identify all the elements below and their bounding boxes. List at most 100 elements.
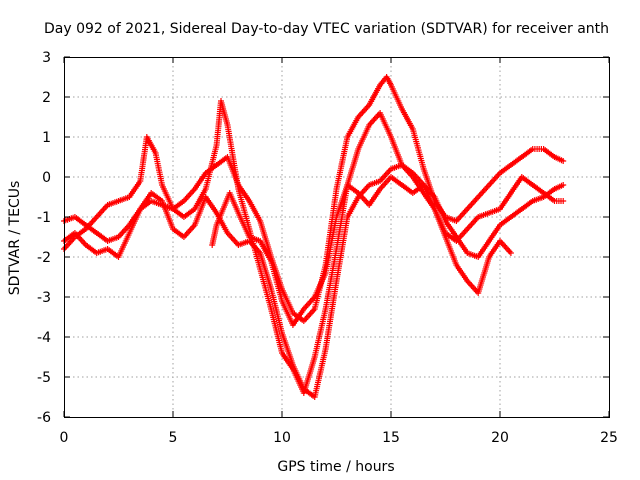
data-point (510, 164, 512, 166)
data-point (313, 308, 316, 310)
data-point (95, 232, 98, 234)
data-point (228, 192, 231, 194)
data-point (466, 208, 469, 210)
data-point (194, 208, 196, 210)
data-point (521, 176, 523, 178)
data-point (335, 248, 338, 250)
plot-frame (64, 57, 610, 418)
data-point (128, 224, 131, 226)
data-point (204, 196, 207, 198)
data-point (335, 280, 338, 282)
y-tick-label: 1 (42, 130, 51, 146)
data-point (379, 84, 381, 86)
y-tick-label: -4 (37, 330, 51, 346)
data-point (259, 252, 262, 254)
data-point (422, 192, 425, 194)
data-point (117, 200, 120, 202)
plot-points (61, 74, 567, 400)
data-point (477, 256, 480, 258)
data-point (335, 188, 338, 190)
data-point (106, 248, 109, 250)
data-point (562, 160, 565, 162)
data-point (477, 216, 480, 218)
data-point (150, 200, 152, 202)
data-point (390, 176, 392, 178)
data-point (433, 208, 436, 210)
data-point (220, 100, 222, 102)
data-point (412, 128, 414, 130)
data-point (303, 308, 305, 310)
data-point (466, 228, 469, 230)
data-point (488, 240, 490, 242)
data-point (161, 184, 163, 186)
data-point (248, 228, 251, 230)
data-point (281, 332, 283, 334)
series-track-c (61, 162, 567, 400)
data-point (292, 324, 294, 326)
data-point (412, 172, 414, 174)
data-point (292, 312, 294, 314)
data-point (390, 136, 392, 138)
data-point (542, 192, 545, 194)
data-point (553, 156, 556, 158)
data-point (248, 200, 251, 202)
data-point (215, 164, 218, 166)
data-point (531, 184, 534, 186)
data-point (488, 184, 490, 186)
data-point (499, 240, 501, 242)
y-tick-label: -2 (37, 250, 51, 266)
data-point (444, 236, 447, 238)
data-point (150, 192, 152, 194)
data-point (204, 172, 207, 174)
data-point (368, 184, 371, 186)
grid-lines (64, 57, 609, 417)
data-point (128, 196, 131, 198)
data-point (292, 364, 294, 366)
data-point (248, 240, 251, 242)
data-point (531, 200, 534, 202)
y-tick-label: 0 (42, 170, 51, 186)
data-point (335, 216, 338, 218)
series-markers (61, 162, 567, 400)
data-point (106, 204, 109, 206)
data-point (172, 228, 174, 230)
data-point (303, 388, 305, 390)
data-point (222, 208, 224, 210)
data-point (117, 256, 120, 258)
data-point (521, 156, 523, 158)
data-point (531, 148, 534, 150)
data-point (154, 152, 157, 154)
data-point (422, 168, 425, 170)
data-point (455, 264, 458, 266)
data-point (368, 124, 371, 126)
data-point (237, 244, 240, 246)
data-point (466, 280, 469, 282)
data-point (74, 216, 76, 218)
data-point (401, 184, 403, 186)
data-point (357, 116, 360, 118)
data-point (499, 224, 501, 226)
data-point (313, 396, 316, 398)
data-point (542, 196, 545, 198)
data-point (401, 164, 403, 166)
data-point (562, 200, 565, 202)
data-point (183, 236, 185, 238)
x-tick-label: 15 (382, 430, 400, 446)
data-point (259, 268, 262, 270)
data-point (488, 212, 490, 214)
series-track-d (209, 174, 567, 328)
data-point (281, 352, 283, 354)
data-point (95, 252, 98, 254)
data-point (455, 220, 458, 222)
data-point (466, 252, 469, 254)
data-point (412, 192, 414, 194)
data-point (85, 228, 87, 230)
data-point (477, 292, 480, 294)
data-point (215, 144, 218, 146)
data-point (510, 216, 512, 218)
data-point (215, 224, 218, 226)
x-tick-label: 0 (60, 430, 69, 446)
data-point (117, 236, 120, 238)
